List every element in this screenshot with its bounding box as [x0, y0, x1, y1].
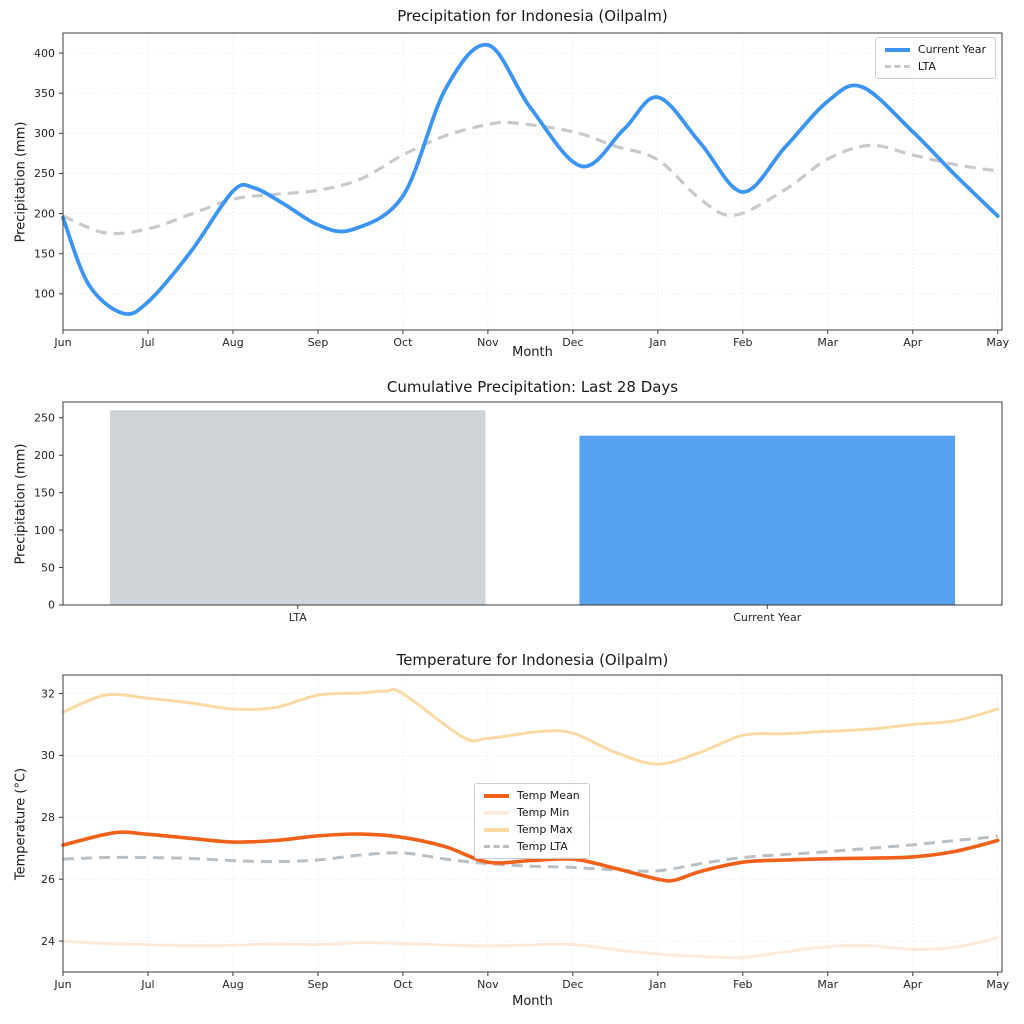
axes-frame	[62, 674, 1003, 973]
x-tick-label: Mar	[817, 336, 838, 349]
chart-title: Temperature for Indonesia (Oilpalm)	[396, 651, 669, 669]
x-tick-label: Mar	[817, 978, 838, 991]
x-tick-label: Aug	[222, 978, 243, 991]
x-tick-label: Apr	[903, 336, 923, 349]
precipitation-line-chart: Precipitation for Indonesia (Oilpalm) Ju…	[0, 0, 1024, 375]
y-tick-label: 100	[34, 524, 55, 537]
legend: Current Year LTA	[874, 37, 996, 79]
y-tick-label: 250	[34, 167, 55, 180]
x-tick-label: Jan	[648, 978, 666, 991]
series-temp-min	[61, 936, 1000, 960]
x-tick-label: Sep	[308, 978, 329, 991]
series-lta	[62, 120, 998, 236]
legend-swatch	[484, 810, 509, 815]
y-tick-label: 24	[41, 935, 55, 948]
series-temp-max	[61, 687, 1000, 766]
x-axis-label: Month	[512, 345, 553, 360]
x-tick-label: Apr	[903, 978, 923, 991]
x-tick-label: Nov	[477, 336, 499, 349]
legend-swatch	[884, 65, 910, 68]
temperature-plot-area: Jun Jul Aug Sep Oct Nov Dec Jan Feb Mar Apr May 24 26…	[41, 674, 1010, 991]
cumulative-precipitation-bar-chart: Cumulative Precipitation: Last 28 Days L…	[0, 375, 1024, 650]
axes-frame	[62, 401, 1003, 606]
chart-title: Cumulative Precipitation: Last 28 Days	[386, 378, 679, 396]
x-tick-label: Oct	[393, 336, 413, 349]
legend-swatch	[884, 47, 910, 52]
legend-label: Temp Min	[517, 806, 570, 819]
legend-label: LTA	[917, 60, 936, 73]
precipitation-plot-area: Jun Jul Aug Sep Oct Nov Dec Jan Feb Mar Apr May 100 1…	[34, 32, 1010, 349]
x-tick-label: Jun	[53, 336, 71, 349]
bar-current-year	[579, 435, 956, 605]
y-axis-label: Temperature (°C)	[13, 767, 29, 881]
x-tick-label: May	[986, 978, 1009, 991]
legend-item-current-year: Current Year	[884, 43, 986, 56]
x-tick-label: LTA	[289, 611, 307, 624]
x-tick-label: Dec	[562, 336, 583, 349]
legend-swatch	[484, 793, 509, 798]
temperature-line-chart: Temperature for Indonesia (Oilpalm) Jun J…	[0, 650, 1024, 1024]
legend-swatch	[484, 827, 509, 832]
y-tick-label: 26	[41, 873, 55, 886]
legend-item-temp-max: Temp Max	[484, 823, 580, 836]
legend: Temp Mean Temp Min Temp Max Temp LTA	[474, 783, 590, 859]
x-tick-label: Dec	[562, 978, 583, 991]
legend-item-lta: LTA	[884, 60, 986, 73]
legend-label: Temp Mean	[517, 789, 580, 802]
y-tick-label: 200	[34, 207, 55, 220]
x-tick-label: Nov	[477, 978, 499, 991]
y-tick-label: 32	[41, 687, 55, 700]
legend-item-temp-lta: Temp LTA	[484, 840, 580, 853]
y-tick-label: 150	[34, 486, 55, 499]
series-temp-lta	[62, 835, 998, 873]
y-tick-label: 300	[34, 127, 55, 140]
y-tick-label: 150	[34, 247, 55, 260]
x-tick-label: Jan	[648, 336, 666, 349]
legend-item-temp-mean: Temp Mean	[484, 789, 580, 802]
series-temp-mean	[61, 830, 1000, 883]
legend-label: Temp LTA	[517, 840, 568, 853]
legend-label: Current Year	[917, 43, 986, 56]
x-tick-label: Feb	[733, 336, 752, 349]
y-tick-label: 350	[34, 87, 55, 100]
y-axis-label: Precipitation (mm)	[13, 121, 29, 243]
x-tick-label: Oct	[393, 978, 413, 991]
x-tick-label: Jul	[140, 978, 154, 991]
series-current-year	[61, 43, 1000, 316]
x-tick-label: Current Year	[733, 611, 802, 624]
x-tick-label: Aug	[222, 336, 243, 349]
y-tick-label: 250	[34, 411, 55, 424]
legend-item-temp-min: Temp Min	[484, 806, 580, 819]
bar-lta	[109, 410, 486, 605]
x-tick-label: Sep	[308, 336, 329, 349]
y-tick-label: 200	[34, 449, 55, 462]
legend-label: Temp Max	[517, 823, 573, 836]
y-tick-label: 50	[41, 561, 55, 574]
x-tick-label: May	[986, 336, 1009, 349]
x-tick-label: Jun	[53, 978, 71, 991]
y-tick-label: 100	[34, 288, 55, 301]
y-tick-label: 400	[34, 47, 55, 60]
x-axis-label: Month	[512, 994, 553, 1009]
y-tick-label: 30	[41, 749, 55, 762]
y-axis-label: Precipitation (mm)	[13, 443, 29, 565]
axes-frame	[62, 32, 1003, 331]
bar-plot-area: LTA Current Year 0 50 100 150 200 250	[34, 401, 1003, 624]
legend-swatch	[484, 845, 509, 848]
x-tick-label: Feb	[733, 978, 752, 991]
x-tick-label: Jul	[140, 336, 154, 349]
chart-title: Precipitation for Indonesia (Oilpalm)	[397, 7, 668, 25]
y-tick-label: 0	[48, 599, 55, 612]
y-tick-label: 28	[41, 811, 55, 824]
